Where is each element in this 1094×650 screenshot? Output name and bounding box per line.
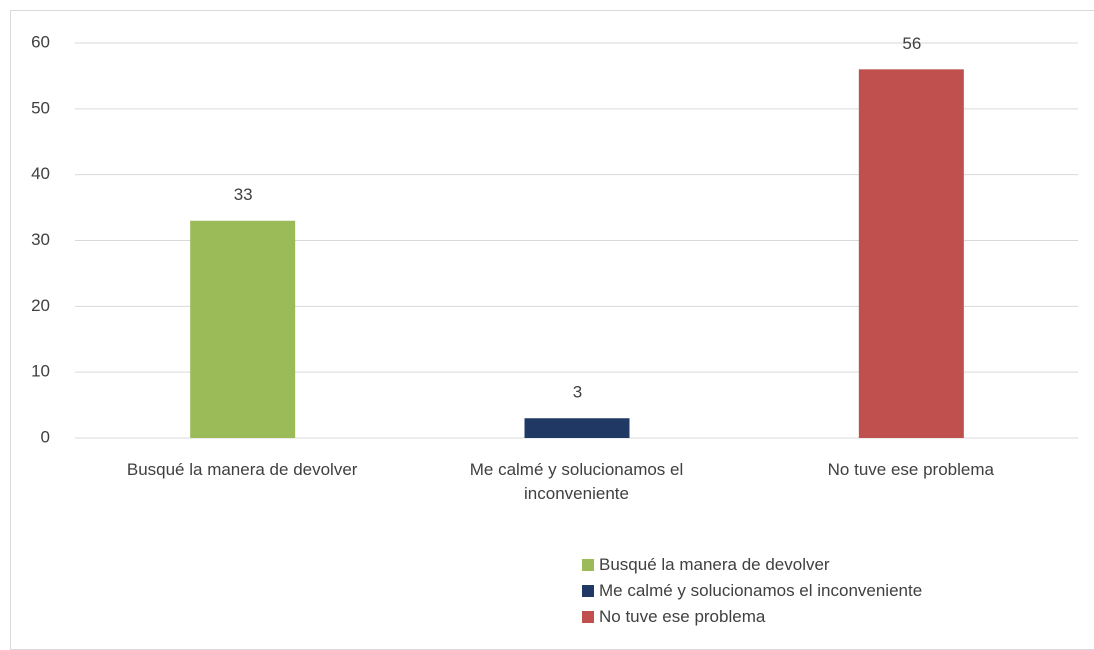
x-tick-label: Busqué la manera de devolver bbox=[126, 460, 358, 479]
legend-label: Busqué la manera de devolver bbox=[599, 555, 830, 574]
legend-label: Me calmé y solucionamos el inconveniente bbox=[599, 581, 923, 600]
data-label: 33 bbox=[234, 185, 253, 204]
legend-swatch bbox=[582, 559, 594, 571]
y-tick-label: 20 bbox=[31, 296, 50, 315]
legend-item: No tuve ese problema bbox=[582, 607, 765, 627]
legend-label: No tuve ese problema bbox=[599, 607, 766, 626]
y-tick-label: 40 bbox=[31, 164, 50, 183]
legend-item: Busqué la manera de devolver bbox=[582, 555, 830, 575]
y-tick-label: 0 bbox=[41, 427, 50, 446]
data-label: 56 bbox=[902, 34, 921, 53]
y-tick-label: 50 bbox=[31, 98, 50, 117]
y-tick-label: 10 bbox=[31, 362, 50, 381]
bar bbox=[190, 220, 296, 438]
x-tick-label: Me calmé y solucionamos el inconveniente bbox=[469, 460, 684, 503]
legend-item: Me calmé y solucionamos el inconveniente bbox=[582, 581, 922, 601]
bar bbox=[524, 418, 630, 438]
x-tick-label: No tuve ese problema bbox=[827, 460, 994, 479]
legend-swatch bbox=[582, 585, 594, 597]
y-tick-label: 60 bbox=[31, 32, 50, 51]
legend-swatch bbox=[582, 611, 594, 623]
bar bbox=[858, 69, 964, 438]
data-label: 3 bbox=[573, 383, 582, 402]
y-tick-label: 30 bbox=[31, 230, 50, 249]
